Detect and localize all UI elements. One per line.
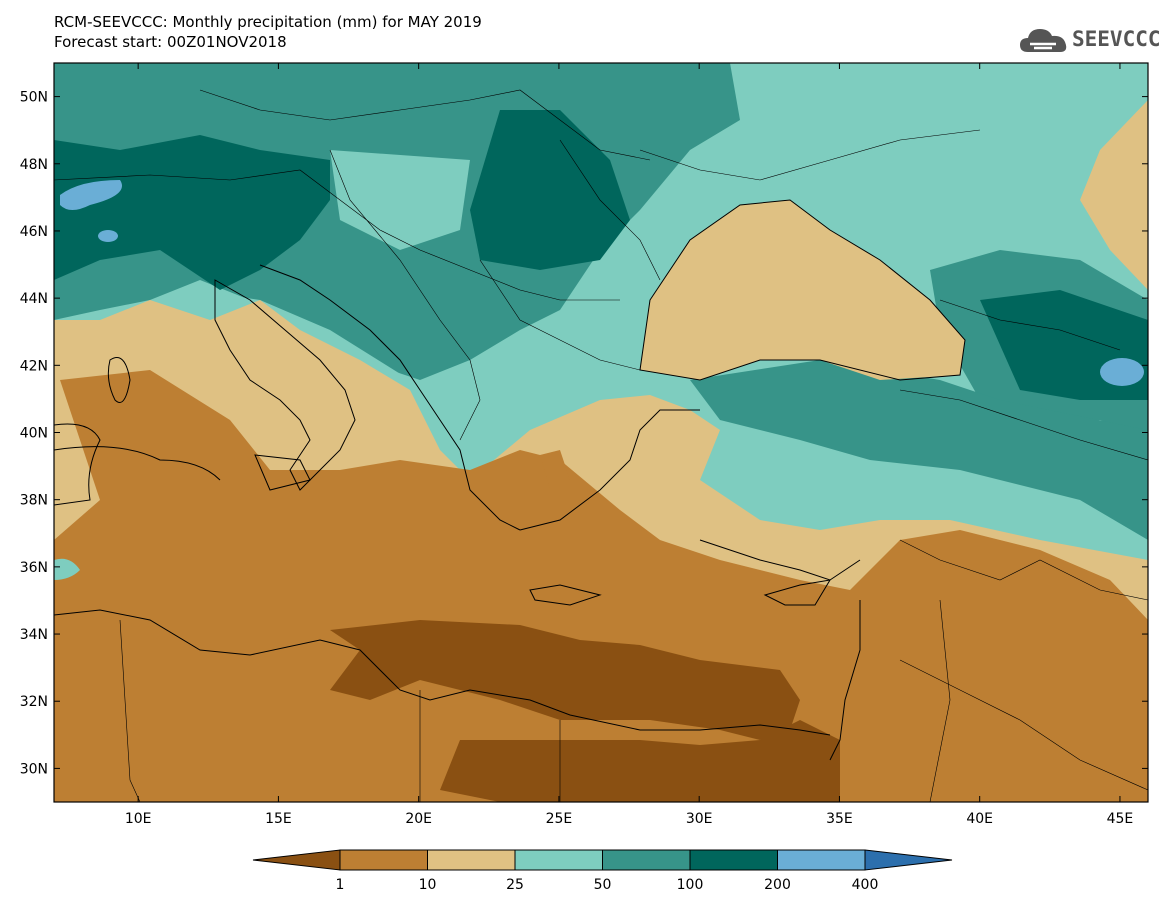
lon-tick-label: 45E [1107,811,1134,827]
lat-tick-label: 48N [20,157,48,173]
colorbar-label: 200 [764,877,791,893]
logo-text: SEEVCCC [1072,27,1161,51]
lat-tick-label: 32N [20,694,48,710]
seevccc-logo: SEEVCCC [1018,22,1161,56]
lon-tick-label: 10E [125,811,152,827]
lat-tick-label: 40N [20,426,48,442]
lon-tick-label: 15E [265,811,292,827]
lat-tick-label: 30N [20,761,48,777]
lat-tick-label: 34N [20,627,48,643]
lon-tick-label: 20E [405,811,432,827]
coastlines [54,199,966,761]
colorbar: 1 10 25 50 100 200 400 [252,849,953,893]
lat-tick-label: 38N [20,493,48,509]
country-borders [54,89,1148,802]
colorbar-swatch [689,849,778,871]
colorbar-upper-triangle [864,849,953,871]
colorbar-swatch [339,849,428,871]
colorbar-label: 25 [506,877,524,893]
colorbar-swatch [602,849,691,871]
colorbar-swatch [514,849,603,871]
lat-tick-label: 46N [20,224,48,240]
colorbar-lower-triangle [252,849,341,871]
colorbar-label: 1 [336,877,345,893]
lat-tick-label: 36N [20,560,48,576]
colorbar-swatch [777,849,866,871]
cloud-icon [1020,29,1067,52]
lat-tick-label: 42N [20,358,48,374]
colorbar-label: 400 [852,877,879,893]
colorbar-label: 10 [419,877,437,893]
colorbar-swatch [427,849,516,871]
lon-tick-label: 40E [966,811,993,827]
map-title: RCM-SEEVCCC: Monthly precipitation (mm) … [54,13,482,31]
longitude-axis: 10E 15E 20E 25E 30E 35E 40E 45E [125,63,1133,827]
colorbar-label: 100 [677,877,704,893]
lon-tick-label: 30E [686,811,713,827]
lat-tick-label: 50N [20,90,48,106]
forecast-start-label: Forecast start: 00Z01NOV2018 [54,33,287,51]
colorbar-label: 50 [594,877,612,893]
lon-tick-label: 25E [546,811,573,827]
precipitation-field [54,63,1148,802]
latitude-axis: 50N 48N 46N 44N 42N 40N 38N 36N 34N 32N 30N [20,90,1148,777]
lon-tick-label: 35E [826,811,853,827]
lat-tick-label: 44N [20,291,48,307]
